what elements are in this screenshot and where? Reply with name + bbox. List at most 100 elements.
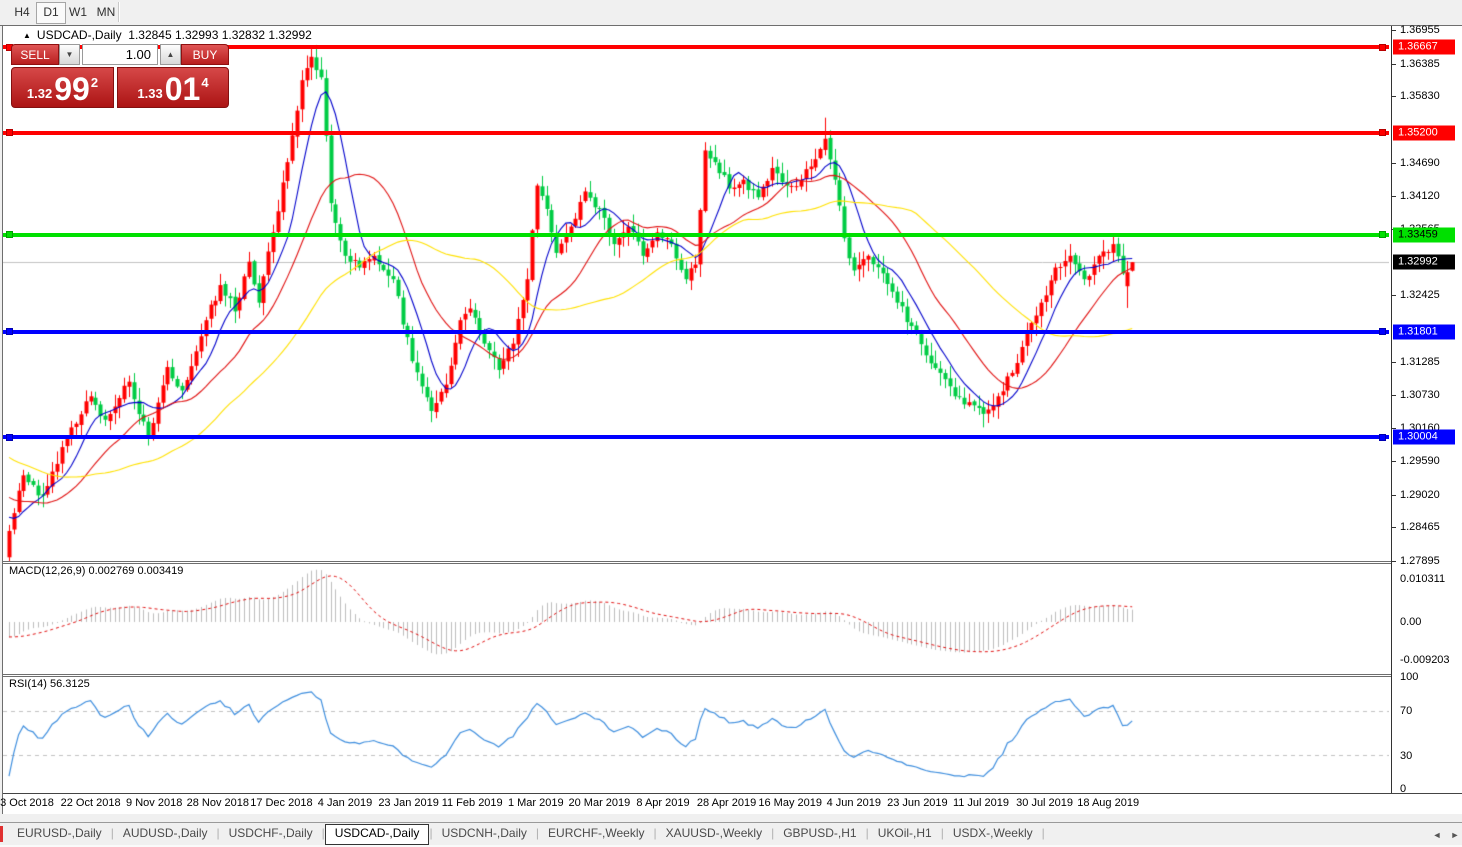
chart-title: ▲ USDCAD-,Daily 1.32845 1.32993 1.32832 1… <box>23 28 312 42</box>
axis-tick-label: 1.36955 <box>1400 24 1440 37</box>
level-anchor-icon[interactable] <box>1379 129 1386 137</box>
rsi-label: RSI(14) 56.3125 <box>9 678 90 690</box>
sell-button[interactable]: SELL <box>11 44 59 65</box>
axis-tick <box>1392 196 1396 198</box>
date-label: 8 Apr 2019 <box>636 797 690 809</box>
volume-input[interactable]: 1.00 <box>82 44 158 65</box>
rsi-pane-separator[interactable] <box>3 674 1462 677</box>
chart-tab-eurchfweekly[interactable]: EURCHF-,Weekly <box>548 826 645 840</box>
axis-tick <box>1392 30 1396 32</box>
date-label: 23 Jun 2019 <box>887 797 948 809</box>
price-axis[interactable]: 1.369551.363851.358301.346901.341201.335… <box>1391 24 1462 795</box>
time-axis[interactable]: 3 Oct 2018 22 Oct 2018 9 Nov 2018 28 Nov 20… <box>0 793 1462 815</box>
buy-button[interactable]: BUY <box>181 44 229 65</box>
axis-tick <box>1392 162 1396 164</box>
level-line-1.36667[interactable] <box>3 45 1389 49</box>
level-line-1.33459[interactable] <box>3 232 1389 237</box>
rsi-axis-label: 70 <box>1400 705 1413 717</box>
toolbar-separator <box>118 2 120 22</box>
one-click-trading-widget: SELL ▼ 1.00 ▲ BUY 1.32 99 2 1.33 01 4 <box>11 44 229 108</box>
macd-canvas[interactable] <box>3 564 1389 674</box>
axis-tick <box>1392 295 1396 297</box>
axis-tick-label: 1.30730 <box>1400 388 1440 401</box>
chart-tab-bar: EURUSD-,Daily | AUDUSD-,Daily | USDCHF-,Dail… <box>0 822 1462 846</box>
chart-tab-usdcnhdaily[interactable]: USDCNH-,Daily <box>441 826 527 840</box>
tab-separator: | <box>1041 826 1045 840</box>
chart-window: ▲ USDCAD-,Daily 1.32845 1.32993 1.32832 1… <box>0 24 1462 815</box>
date-label: 11 Feb 2019 <box>441 797 503 809</box>
level-anchor-icon[interactable] <box>1379 328 1386 336</box>
date-label: 17 Dec 2018 <box>250 797 313 809</box>
tab-scroll-left-icon[interactable]: ◄ <box>1432 830 1442 840</box>
buy-price-panel[interactable]: 1.33 01 4 <box>117 67 229 108</box>
level-line-1.35200[interactable] <box>3 130 1389 135</box>
rsi-axis-label: 0 <box>1400 783 1407 795</box>
triangle-up-icon: ▲ <box>166 50 175 59</box>
price-badge-1.36667: 1.36667 <box>1393 39 1455 55</box>
chart-tab-eurusddaily[interactable]: EURUSD-,Daily <box>17 826 102 840</box>
sell-price-panel[interactable]: 1.32 99 2 <box>11 67 114 108</box>
chart-tab-usdchfdaily[interactable]: USDCHF-,Daily <box>228 826 313 840</box>
tab-separator: | <box>653 826 657 840</box>
axis-tick <box>1392 527 1396 529</box>
macd-label: MACD(12,26,9) 0.002769 0.003419 <box>9 565 184 577</box>
chart-tab-audusddaily[interactable]: AUDUSD-,Daily <box>122 826 208 840</box>
rsi-axis-label: 30 <box>1400 750 1413 762</box>
date-label: 11 Jul 2019 <box>952 797 1010 809</box>
price-badge-1.30004: 1.30004 <box>1393 429 1455 445</box>
level-anchor-icon[interactable] <box>6 231 13 239</box>
timeframe-button-d1[interactable]: D1 <box>36 2 66 24</box>
triangle-down-icon: ▼ <box>65 50 74 59</box>
date-label: 18 Aug 2019 <box>1077 797 1140 809</box>
level-anchor-icon[interactable] <box>1379 231 1386 239</box>
axis-tick-label: 1.34120 <box>1400 190 1440 203</box>
axis-tick <box>1392 362 1396 364</box>
chart-tab-usdcaddaily[interactable]: USDCAD-,Daily <box>324 824 430 845</box>
axis-tick-label: 1.27895 <box>1400 554 1440 567</box>
date-label: 28 Apr 2019 <box>696 797 757 809</box>
axis-tick <box>1392 63 1396 65</box>
axis-tick-label: 1.34690 <box>1400 156 1440 169</box>
chart-tab-ukoilh1[interactable]: UKOil-,H1 <box>877 826 932 840</box>
date-label: 22 Oct 2018 <box>60 797 121 809</box>
macd-axis-label: -0.009203 <box>1400 654 1450 666</box>
date-label: 30 Jul 2019 <box>1016 797 1074 809</box>
level-anchor-icon[interactable] <box>6 433 13 441</box>
tab-separator: | <box>771 826 775 840</box>
rsi-canvas[interactable] <box>3 677 1389 793</box>
macd-axis-label: 0.010311 <box>1400 573 1446 585</box>
tab-scroll-right-icon[interactable]: ► <box>1450 830 1460 840</box>
level-line-1.30004[interactable] <box>3 435 1389 440</box>
buy-price-big: 01 <box>164 71 201 107</box>
chart-tab-xauusdweekly[interactable]: XAUUSD-,Weekly <box>665 826 763 840</box>
sell-price-pipette: 2 <box>90 75 99 90</box>
tab-separator: | <box>321 826 325 840</box>
volume-decrease-button[interactable]: ▼ <box>59 44 80 65</box>
tab-bar-marker <box>0 826 3 842</box>
tab-separator: | <box>865 826 869 840</box>
level-line-1.31801[interactable] <box>3 329 1389 334</box>
window-bottom-edge <box>0 845 1462 847</box>
timeframe-button-w1[interactable]: W1 <box>69 5 87 19</box>
macd-axis-label: 0.00 <box>1400 616 1422 628</box>
chart-tab-gbpusdh1[interactable]: GBPUSD-,H1 <box>783 826 857 840</box>
price-badge-1.32992: 1.32992 <box>1393 254 1455 270</box>
date-label: 3 Oct 2018 <box>0 797 54 809</box>
level-anchor-icon[interactable] <box>1379 43 1386 51</box>
price-chart-canvas[interactable] <box>3 40 1389 561</box>
chart-tab-usdxweekly[interactable]: USDX-,Weekly <box>952 826 1033 840</box>
timeframe-button-h4[interactable]: H4 <box>14 5 30 19</box>
axis-tick-label: 1.29590 <box>1400 455 1440 468</box>
level-anchor-icon[interactable] <box>6 129 13 137</box>
volume-increase-button[interactable]: ▲ <box>160 44 181 65</box>
date-label: 1 Mar 2019 <box>507 797 564 809</box>
level-anchor-icon[interactable] <box>1379 433 1386 441</box>
macd-pane-separator[interactable] <box>3 561 1462 564</box>
tab-separator: | <box>535 826 540 840</box>
collapse-triangle-icon[interactable]: ▲ <box>23 31 31 40</box>
axis-tick <box>1392 494 1396 496</box>
timeframe-button-mn[interactable]: MN <box>96 5 116 19</box>
level-anchor-icon[interactable] <box>6 328 13 336</box>
tab-separator: | <box>429 826 433 840</box>
